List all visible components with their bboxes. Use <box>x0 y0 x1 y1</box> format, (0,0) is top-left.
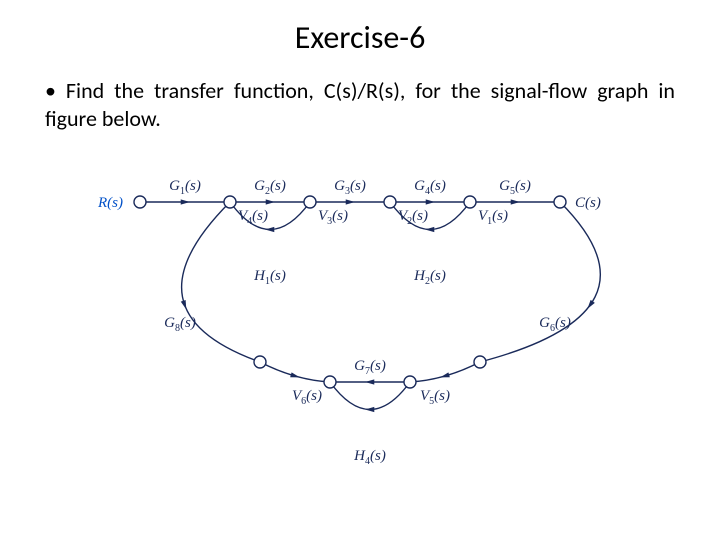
svg-text:V6(s): V6(s) <box>292 388 322 407</box>
signal-flow-graph: G1(s)G2(s)G3(s)G4(s)G5(s)V4(s)V3(s)V2(s)… <box>80 152 640 472</box>
problem-statement: Find the transfer function, C(s)/R(s), f… <box>45 77 675 132</box>
svg-text:G7(s): G7(s) <box>354 358 386 377</box>
svg-text:H2(s): H2(s) <box>413 268 446 287</box>
svg-text:H4(s): H4(s) <box>353 448 386 467</box>
svg-text:G6(s): G6(s) <box>539 315 571 334</box>
svg-text:G1(s): G1(s) <box>169 178 201 197</box>
svg-text:V3(s): V3(s) <box>318 208 348 227</box>
bullet-container: Find the transfer function, C(s)/R(s), f… <box>45 77 675 132</box>
svg-text:H1(s): H1(s) <box>253 268 286 287</box>
svg-text:G5(s): G5(s) <box>499 178 531 197</box>
svg-text:V1(s): V1(s) <box>478 208 508 227</box>
svg-text:G3(s): G3(s) <box>334 178 366 197</box>
svg-text:G8(s): G8(s) <box>164 315 196 334</box>
svg-text:C(s): C(s) <box>575 195 601 211</box>
svg-text:R(s): R(s) <box>97 195 123 211</box>
svg-text:G4(s): G4(s) <box>414 178 446 197</box>
svg-text:G2(s): G2(s) <box>254 178 286 197</box>
svg-text:V5(s): V5(s) <box>420 388 450 407</box>
page-title: Exercise-6 <box>0 18 720 57</box>
